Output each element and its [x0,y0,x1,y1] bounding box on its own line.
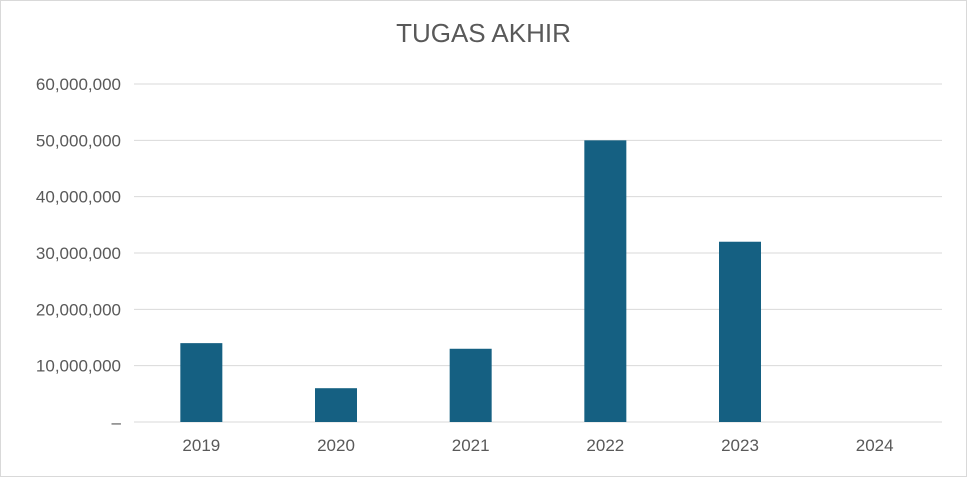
bars [180,140,761,423]
y-tick-label: 50,000,000 [36,131,121,150]
x-tick-label: 2020 [317,436,355,455]
y-tick-label: 60,000,000 [36,75,121,94]
y-tick-label: 30,000,000 [36,244,121,263]
bar-2021 [449,348,492,422]
x-tick-label: 2021 [452,436,490,455]
bar-2023 [719,241,761,422]
y-axis-tick-labels: – 10,000,000 20,000,000 30,000,000 40,000,00… [36,75,122,432]
x-axis-tick-labels: 2019 2020 2021 2022 2023 2024 [182,436,893,455]
y-tick-label: 20,000,000 [36,300,121,319]
chart-title: TUGAS AKHIR [396,18,571,48]
y-tick-label: 10,000,000 [36,357,121,376]
x-tick-label: 2023 [721,436,759,455]
bar-2020 [315,388,357,422]
y-tick-label: 40,000,000 [36,188,121,207]
bar-2019 [180,343,223,422]
bar-2022 [584,140,627,423]
x-tick-label: 2024 [856,436,894,455]
gridlines [134,83,942,423]
y-tick-label: – [112,413,122,432]
x-tick-label: 2022 [586,436,624,455]
x-tick-label: 2019 [182,436,220,455]
